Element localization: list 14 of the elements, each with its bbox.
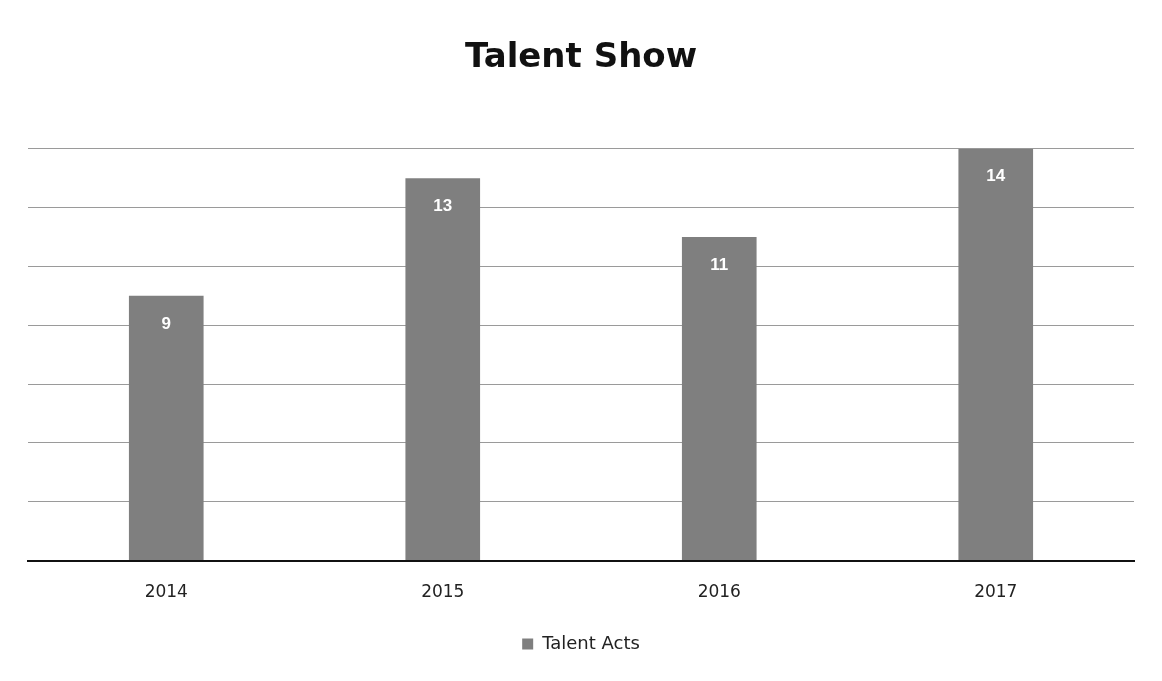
legend-label: Talent Acts [541,631,640,653]
bar [681,237,757,561]
bar [405,178,481,561]
x-tick-label: 2015 [421,581,465,602]
chart-title: Talent Show [464,35,698,76]
bar [128,295,204,561]
data-label: 14 [986,166,1006,186]
x-tick-label: 2016 [697,581,741,602]
data-label: 9 [161,313,171,333]
x-tick-label: 2017 [974,581,1018,602]
data-label: 13 [433,195,453,215]
data-label: 11 [710,254,729,274]
bar [958,148,1034,561]
x-tick-label: 2014 [144,581,188,602]
